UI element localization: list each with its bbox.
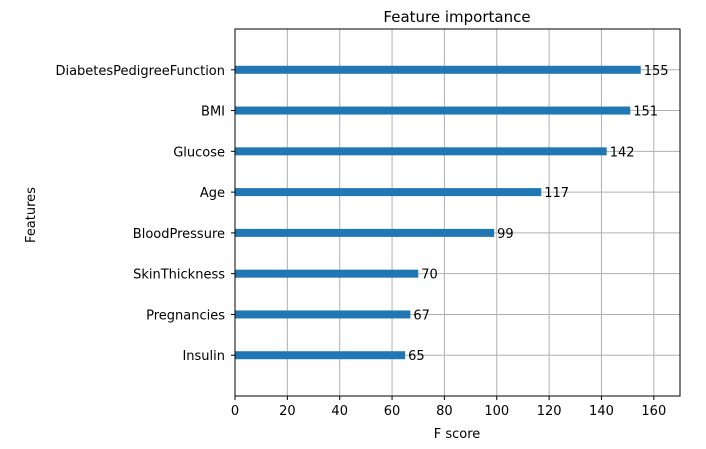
- y-tick-label: Age: [200, 186, 225, 201]
- bars: [235, 65, 641, 360]
- x-tick-label: 100: [484, 404, 509, 419]
- y-tick-label: SkinThickness: [133, 268, 225, 283]
- bar: [235, 188, 542, 197]
- grid-lines: [234, 29, 680, 396]
- y-tick-label: BloodPressure: [133, 227, 225, 242]
- value-label: 142: [610, 145, 635, 160]
- value-label: 117: [544, 186, 569, 201]
- x-tick-label: 40: [331, 404, 348, 419]
- x-tick-label: 0: [231, 404, 239, 419]
- y-tick-label: Insulin: [182, 349, 225, 364]
- y-tick-label: Pregnancies: [146, 308, 225, 323]
- x-tick-label: 80: [436, 404, 453, 419]
- x-tick-labels: 0 20 40 60 80 100 120 140 160: [231, 396, 666, 419]
- value-label: 70: [421, 268, 438, 283]
- y-axis-label: Features: [24, 187, 39, 243]
- value-label: 65: [408, 349, 425, 364]
- x-tick-label: 120: [537, 404, 562, 419]
- value-labels: 65 67 70 99 117 142 151 155: [408, 64, 668, 364]
- bar: [235, 228, 495, 237]
- x-tick-label: 160: [641, 404, 666, 419]
- bar: [235, 351, 406, 360]
- x-axis-label: F score: [434, 427, 481, 442]
- value-label: 151: [633, 105, 658, 120]
- bar: [235, 147, 607, 156]
- y-tick-label: Glucose: [173, 145, 225, 160]
- bar: [235, 65, 641, 74]
- bar: [235, 106, 631, 115]
- y-tick-label: DiabetesPedigreeFunction: [55, 64, 225, 79]
- bar: [235, 310, 411, 319]
- value-label: 67: [413, 308, 430, 323]
- plot-frame: [234, 28, 681, 397]
- value-label: 155: [644, 64, 669, 79]
- y-tick-labels: Insulin Pregnancies SkinThickness BloodPres…: [55, 64, 235, 364]
- bar: [235, 269, 419, 278]
- x-tick-label: 20: [279, 404, 296, 419]
- x-tick-label: 60: [384, 404, 401, 419]
- x-tick-label: 140: [589, 404, 614, 419]
- value-label: 99: [497, 227, 514, 242]
- chart-title: Feature importance: [383, 8, 530, 26]
- y-tick-label: BMI: [201, 105, 225, 120]
